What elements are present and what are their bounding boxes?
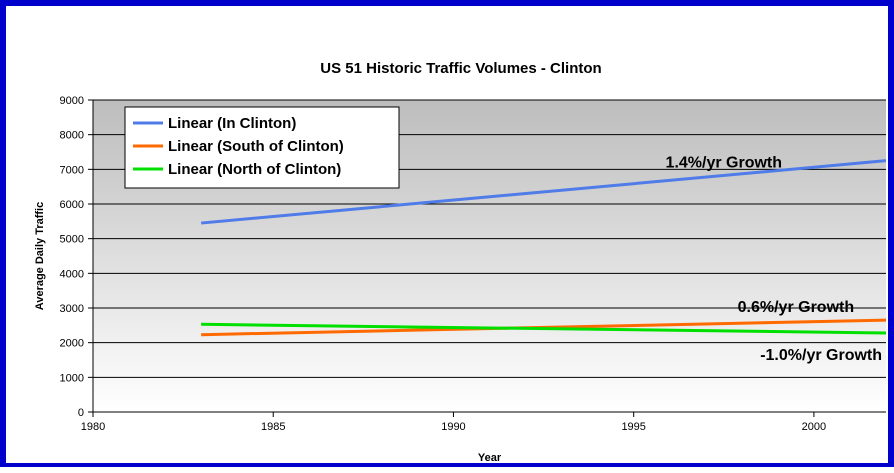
series-line-3 — [201, 322, 887, 335]
y-tick-label: 4000 — [60, 268, 84, 280]
x-tick-label: 1980 — [81, 421, 105, 433]
series-line-1 — [201, 159, 887, 225]
y-tick-label: 8000 — [60, 130, 84, 142]
x-tick-label: 1985 — [261, 421, 285, 433]
y-tick-label: 7000 — [60, 164, 84, 176]
y-tick-label: 6000 — [60, 199, 84, 211]
y-tick-label: 2000 — [60, 338, 84, 350]
y-tick-label: 9000 — [60, 95, 84, 107]
legend-label: Linear (South of Clinton) — [168, 138, 344, 155]
legend: Linear (In Clinton) Linear (South of Clin… — [124, 106, 400, 189]
growth-annotation: 0.6%/yr Growth — [738, 299, 854, 316]
y-axis-title: Average Daily Traffic — [34, 202, 46, 310]
series-lines — [201, 159, 887, 337]
legend-label: Linear (In Clinton) — [168, 115, 296, 132]
axes — [92, 100, 886, 413]
y-tick-label: 3000 — [60, 303, 84, 315]
growth-annotation: 1.4%/yr Growth — [666, 155, 782, 172]
x-tick-label: 1990 — [441, 421, 465, 433]
x-axis-title: Year — [478, 452, 502, 464]
chart-title: US 51 Historic Traffic Volumes - Clinton — [320, 60, 601, 77]
y-tick-label: 5000 — [60, 234, 84, 246]
y-tick-label: 1000 — [60, 372, 84, 384]
chart-svg: US 51 Historic Traffic Volumes - Clinton… — [34, 60, 887, 464]
legend-box — [124, 106, 400, 189]
y-tick-label: 0 — [78, 407, 84, 419]
x-tick-label: 2000 — [802, 421, 826, 433]
x-tick-label: 1995 — [621, 421, 645, 433]
annotations: 1.4%/yr Growth 0.6%/yr Growth -1.0%/yr Gro… — [666, 155, 882, 364]
growth-annotation: -1.0%/yr Growth — [760, 347, 882, 364]
x-axis-ticks: 1980 1985 1990 1995 2000 — [81, 412, 826, 433]
y-axis-ticks: 0 1000 2000 3000 4000 5000 6000 7000 8000 9000 — [60, 95, 93, 419]
legend-label: Linear (North of Clinton) — [168, 161, 341, 178]
